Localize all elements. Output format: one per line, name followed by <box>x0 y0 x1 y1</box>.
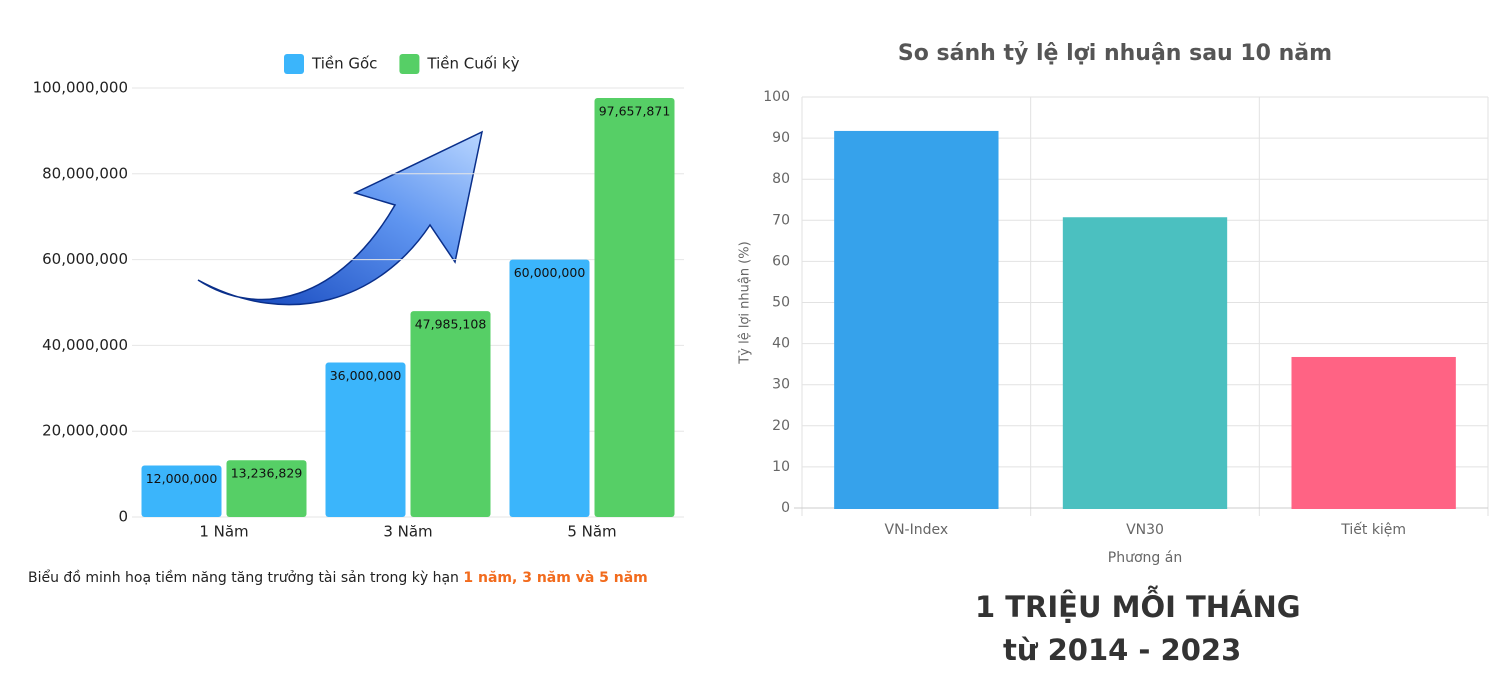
y-tick-label: 80,000,000 <box>42 164 128 182</box>
annotation: 1 TRIỆU MỖI THÁNG <box>975 590 1301 624</box>
legend-label: Tiền Gốc <box>311 55 377 73</box>
x-tick-label: 1 Năm <box>199 523 248 541</box>
chart-title: So sánh tỷ lệ lợi nhuận sau 10 năm <box>898 41 1332 66</box>
y-tick-label: 60 <box>772 253 790 269</box>
y-tick-label: 20 <box>772 418 790 434</box>
caption-highlight: 1 năm, 3 năm và 5 năm <box>463 570 648 586</box>
x-axis-label: Phương án <box>1108 550 1182 566</box>
y-tick-label: 20,000,000 <box>42 422 128 440</box>
bar <box>226 460 307 517</box>
y-tick-label: 90 <box>772 130 790 146</box>
y-tick-label: 100,000,000 <box>33 79 128 97</box>
y-tick-label: 70 <box>772 212 790 228</box>
y-tick-label: 10 <box>772 459 790 475</box>
legend-swatch <box>284 54 304 74</box>
bar <box>509 259 590 517</box>
bar <box>410 311 491 517</box>
y-tick-label: 40,000,000 <box>42 336 128 354</box>
value-label: 97,657,871 <box>599 104 671 119</box>
x-tick-label: VN-Index <box>885 522 949 538</box>
y-tick-label: 100 <box>763 89 790 105</box>
bar <box>834 130 999 509</box>
bar <box>1062 217 1228 509</box>
bar <box>1291 356 1456 509</box>
x-tick-label: 3 Năm <box>383 523 432 541</box>
y-tick-label: 50 <box>772 295 790 311</box>
caption: Biểu đồ minh hoạ tiềm năng tăng trưởng t… <box>28 570 648 586</box>
value-label: 12,000,000 <box>146 471 218 486</box>
bar <box>594 98 675 518</box>
bar <box>325 362 406 517</box>
legend-swatch <box>399 54 420 74</box>
annotation: từ 2014 - 2023 <box>1003 633 1242 667</box>
value-label: 13,236,829 <box>231 466 303 481</box>
y-tick-label: 60,000,000 <box>42 250 128 268</box>
value-label: 47,985,108 <box>415 317 487 332</box>
value-label: 36,000,000 <box>330 368 402 383</box>
caption-text: Biểu đồ minh hoạ tiềm năng tăng trưởng t… <box>28 570 459 586</box>
y-tick-label: 80 <box>772 171 790 187</box>
x-tick-label: 5 Năm <box>567 523 616 541</box>
bar <box>141 465 222 517</box>
y-tick-label: 0 <box>118 508 128 526</box>
y-tick-label: 30 <box>772 377 790 393</box>
y-tick-label: 0 <box>781 500 790 516</box>
y-tick-label: 40 <box>772 336 790 352</box>
arrow-decoration <box>197 130 484 306</box>
x-tick-label: VN30 <box>1126 522 1164 538</box>
x-tick-label: Tiết kiệm <box>1340 521 1406 538</box>
legend-label: Tiền Cuối kỳ <box>426 55 519 73</box>
value-label: 60,000,000 <box>514 265 586 280</box>
y-axis-label: Tỷ lệ lợi nhuận (%) <box>738 241 753 364</box>
